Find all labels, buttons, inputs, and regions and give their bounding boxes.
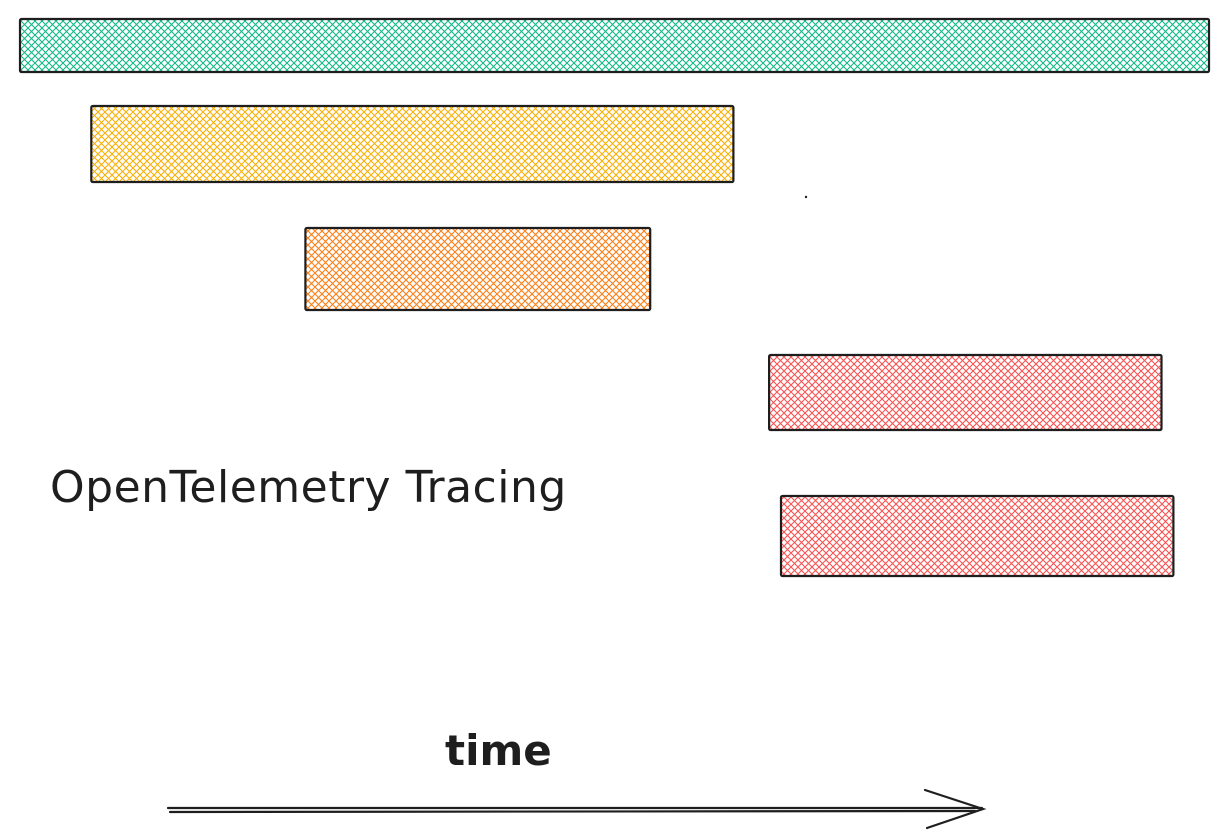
diagram-title: OpenTelemetry Tracing	[50, 462, 567, 513]
time-arrow-shaft-sketch	[168, 809, 977, 814]
span-bar-3	[304, 226, 652, 312]
stray-dot	[804, 195, 808, 199]
span-bar-5	[779, 494, 1175, 578]
span-bars	[18, 17, 1211, 578]
span-bar-4	[767, 353, 1163, 432]
time-arrow	[166, 788, 987, 830]
span-bar-1	[18, 17, 1211, 74]
time-axis-label: time	[445, 726, 552, 775]
span-bar-2	[90, 104, 735, 184]
time-arrow-head	[923, 788, 987, 830]
